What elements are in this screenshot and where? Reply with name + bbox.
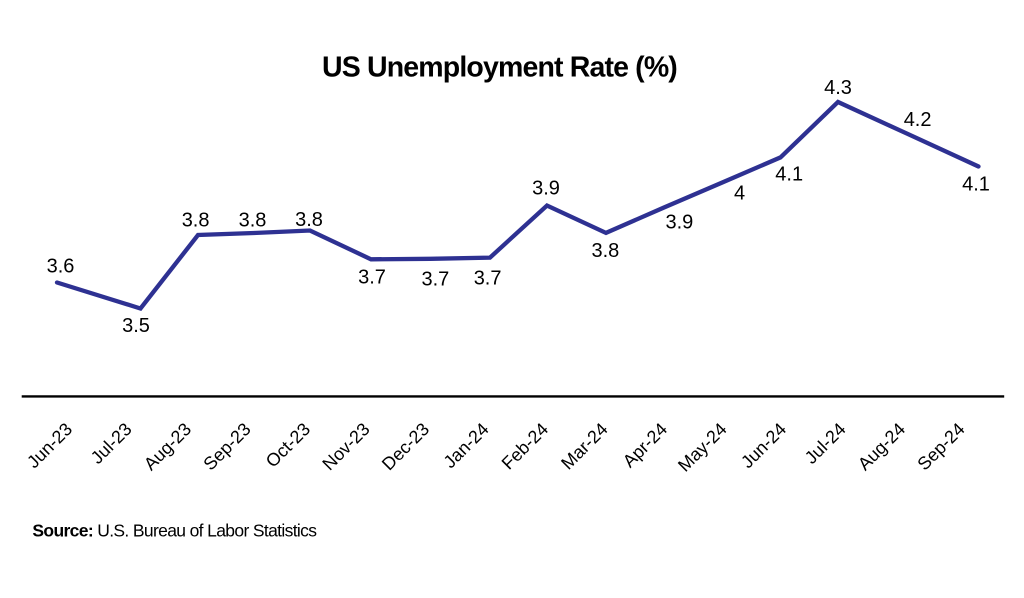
svg-text:4.2: 4.2	[904, 109, 932, 131]
svg-text:Source: U.S. Bureau of Labor S: Source: U.S. Bureau of Labor Statistics	[32, 521, 317, 541]
svg-text:4.3: 4.3	[824, 77, 852, 99]
svg-text:3.7: 3.7	[421, 268, 449, 290]
svg-text:4.1: 4.1	[775, 163, 803, 185]
svg-text:3.8: 3.8	[591, 240, 619, 262]
svg-text:3.9: 3.9	[532, 177, 560, 199]
svg-text:3.9: 3.9	[665, 212, 693, 234]
svg-text:3.7: 3.7	[474, 267, 502, 289]
svg-text:3.7: 3.7	[358, 267, 386, 289]
svg-text:3.8: 3.8	[182, 210, 210, 232]
svg-text:4: 4	[734, 183, 745, 205]
svg-text:3.5: 3.5	[122, 315, 150, 337]
svg-text:3.8: 3.8	[295, 209, 323, 231]
svg-text:4.1: 4.1	[962, 174, 990, 196]
svg-text:3.8: 3.8	[239, 210, 267, 232]
svg-text:US Unemployment Rate (%): US Unemployment Rate (%)	[322, 51, 677, 83]
svg-text:3.6: 3.6	[47, 256, 75, 278]
